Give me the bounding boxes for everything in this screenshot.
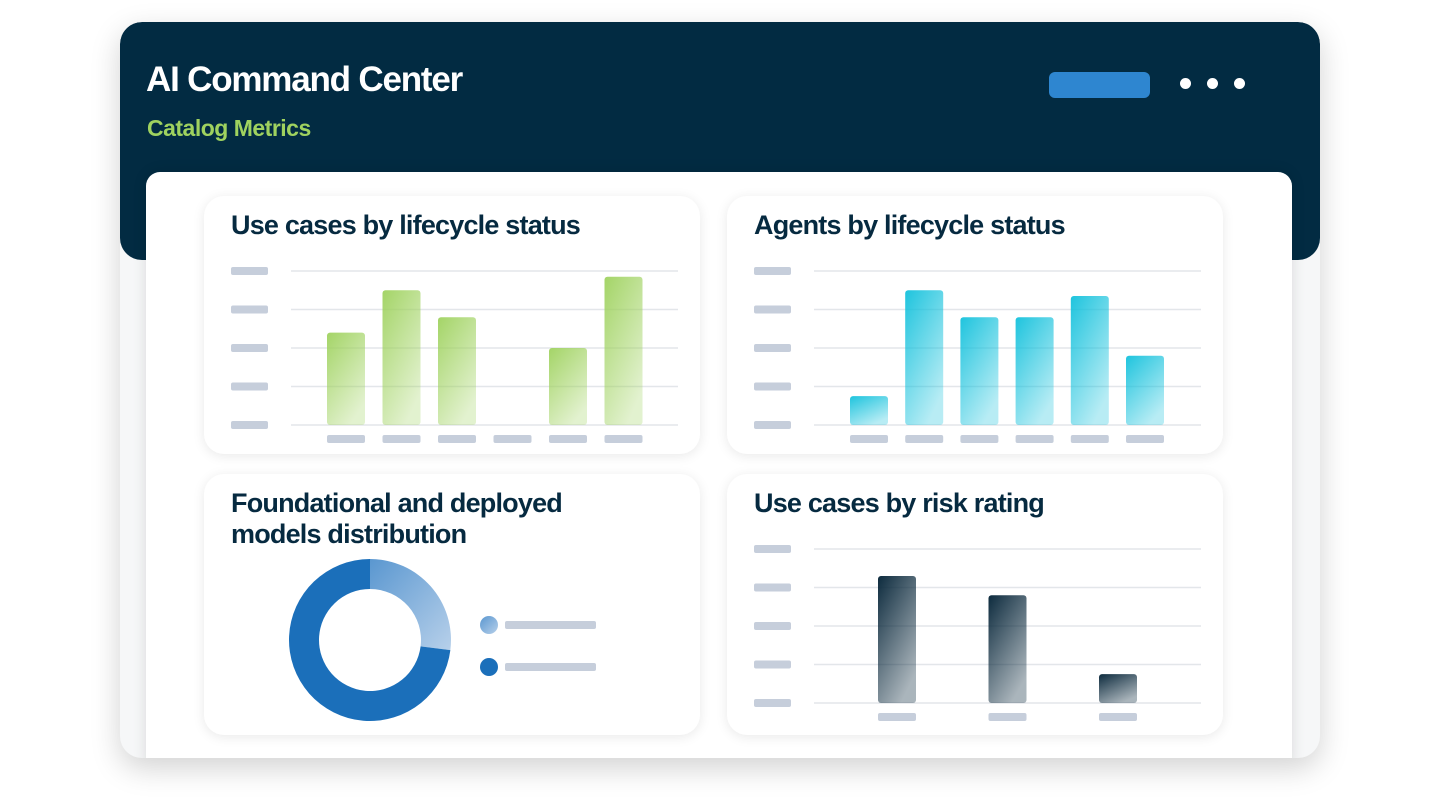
donut-slice[interactable] <box>370 559 451 651</box>
y-tick-label <box>231 305 268 314</box>
donut-slice[interactable] <box>289 559 451 721</box>
x-tick-label <box>327 435 365 443</box>
bar[interactable] <box>850 396 888 425</box>
bar-chart <box>231 267 678 443</box>
x-tick-label <box>549 435 587 443</box>
bar[interactable] <box>1015 317 1054 425</box>
bar[interactable] <box>438 317 476 425</box>
donut-chart <box>289 559 596 721</box>
bar[interactable] <box>905 290 944 425</box>
panel-title: Use cases by risk rating <box>754 488 1045 518</box>
legend-marker <box>480 616 498 634</box>
page-subtitle: Catalog Metrics <box>147 115 311 141</box>
bar[interactable] <box>878 575 916 703</box>
panel-models-distribution: Foundational and deployed models distrib… <box>204 474 700 735</box>
bar[interactable] <box>960 317 999 425</box>
x-tick-label <box>905 435 944 443</box>
header-action-button[interactable] <box>1049 72 1150 98</box>
bar[interactable] <box>988 595 1027 703</box>
y-tick-label <box>754 344 791 352</box>
y-tick-label <box>754 305 791 314</box>
y-tick-label <box>231 344 268 352</box>
x-tick-label <box>493 435 532 443</box>
x-tick-label <box>438 435 476 443</box>
x-tick-label <box>1126 435 1164 443</box>
legend-label <box>505 621 596 629</box>
bar[interactable] <box>1126 355 1164 425</box>
bar[interactable] <box>1099 674 1137 703</box>
x-tick-label <box>850 435 888 443</box>
y-tick-label <box>754 699 791 707</box>
y-tick-label <box>754 267 791 275</box>
y-tick-label <box>754 660 791 669</box>
panel-title: Use cases by lifecycle status <box>231 210 581 240</box>
more-horizontal-icon[interactable] <box>1180 78 1245 89</box>
y-tick-label <box>754 622 791 630</box>
y-tick-label <box>754 421 791 429</box>
bar[interactable] <box>549 348 587 425</box>
legend-marker <box>480 658 498 676</box>
panel-title: Agents by lifecycle status <box>754 210 1066 240</box>
x-tick-label <box>960 435 999 443</box>
dashboard-card: Use cases by lifecycle status Agents by … <box>146 172 1292 758</box>
bar[interactable] <box>604 276 643 425</box>
x-tick-label <box>604 435 643 443</box>
panel-use-cases-lifecycle: Use cases by lifecycle status <box>204 196 700 454</box>
x-tick-label <box>988 713 1027 721</box>
y-tick-label <box>231 421 268 429</box>
x-tick-label <box>1070 435 1109 443</box>
legend-label <box>505 663 596 671</box>
y-tick-label <box>231 382 268 391</box>
x-tick-label <box>1015 435 1054 443</box>
y-tick-label <box>754 382 791 391</box>
bar-chart <box>754 545 1201 721</box>
bar-chart <box>754 267 1201 443</box>
bar[interactable] <box>1070 296 1109 425</box>
bar[interactable] <box>327 332 365 425</box>
x-tick-label <box>1099 713 1137 721</box>
app-window: AI Command Center Catalog Metrics Use ca… <box>120 22 1320 758</box>
y-tick-label <box>231 267 268 275</box>
panel-use-cases-risk: Use cases by risk rating <box>727 474 1223 735</box>
bar[interactable] <box>382 290 421 425</box>
x-tick-label <box>382 435 421 443</box>
y-tick-label <box>754 583 791 592</box>
x-tick-label <box>878 713 916 721</box>
app-title: AI Command Center <box>146 60 463 99</box>
y-tick-label <box>754 545 791 553</box>
panel-agents-lifecycle: Agents by lifecycle status <box>727 196 1223 454</box>
panel-title: Foundational and deployed models distrib… <box>231 488 563 549</box>
